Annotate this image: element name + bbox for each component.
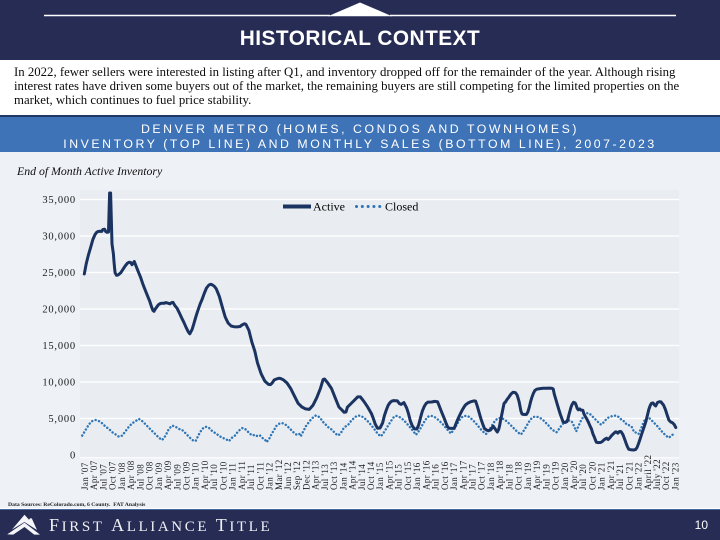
svg-text:Jul '10: Jul '10	[209, 464, 219, 490]
svg-text:Oct '09: Oct '09	[181, 461, 191, 490]
svg-text:Oct '11: Oct '11	[255, 462, 265, 490]
svg-text:Apr '20: Apr '20	[569, 460, 579, 490]
svg-text:Jan '22: Jan '22	[634, 462, 644, 490]
svg-text:Apr '19: Apr '19	[532, 460, 542, 490]
svg-text:Jul '11: Jul '11	[246, 464, 256, 490]
svg-text:Jul '19: Jul '19	[541, 464, 551, 490]
svg-text:Jul '08: Jul '08	[135, 464, 145, 490]
svg-text:0: 0	[70, 451, 76, 462]
svg-text:April '22: April '22	[643, 455, 653, 490]
svg-text:Dec '12: Dec '12	[301, 460, 311, 490]
svg-text:Jan '09: Jan '09	[154, 462, 164, 490]
svg-text:Oct '07: Oct '07	[108, 461, 118, 490]
svg-text:Closed: Closed	[385, 200, 418, 214]
svg-text:Apr '15: Apr '15	[384, 460, 394, 490]
svg-text:Jul '13: Jul '13	[320, 464, 330, 490]
svg-text:20,000: 20,000	[42, 305, 76, 316]
svg-text:Mar '12: Mar '12	[274, 459, 284, 490]
svg-text:Jul '15: Jul '15	[394, 464, 404, 490]
svg-text:Jan '21: Jan '21	[597, 462, 607, 490]
svg-text:Jul '07: Jul '07	[98, 464, 108, 490]
svg-text:July '22: July '22	[652, 459, 662, 490]
svg-text:Oct '16: Oct '16	[440, 461, 450, 490]
svg-text:Apr '18: Apr '18	[495, 460, 505, 490]
svg-text:Oct '19: Oct '19	[551, 461, 561, 490]
svg-text:Jan '23: Jan '23	[670, 462, 680, 490]
svg-text:Apr '10: Apr '10	[200, 460, 210, 490]
svg-text:Jan '11: Jan '11	[228, 463, 238, 490]
svg-text:Apr '16: Apr '16	[421, 460, 431, 490]
svg-text:Apr '07: Apr '07	[89, 460, 99, 490]
svg-text:Oct '18: Oct '18	[514, 461, 524, 490]
svg-text:Jan '08: Jan '08	[117, 462, 127, 490]
svg-text:Jan '18: Jan '18	[486, 462, 496, 490]
svg-text:Data Sources: ReColorado.com,: Data Sources: ReColorado.com, 6 County. …	[8, 502, 146, 508]
svg-text:Jan '12: Jan '12	[265, 462, 275, 490]
svg-text:Oct '13: Oct '13	[329, 461, 339, 490]
svg-text:15,000: 15,000	[42, 341, 76, 352]
svg-text:Jan '20: Jan '20	[560, 462, 570, 490]
svg-text:Oct '20: Oct '20	[587, 461, 597, 490]
svg-text:5,000: 5,000	[48, 414, 76, 425]
svg-text:Jan '14: Jan '14	[338, 462, 348, 490]
svg-text:Jun '12: Jun '12	[283, 462, 293, 490]
svg-text:10,000: 10,000	[42, 378, 76, 389]
svg-text:Apr '14: Apr '14	[348, 460, 358, 490]
svg-text:Jan '07: Jan '07	[80, 462, 90, 490]
svg-text:Jan '17: Jan '17	[449, 462, 459, 490]
svg-text:Apr '21: Apr '21	[606, 460, 616, 490]
svg-text:Apr '09: Apr '09	[163, 460, 173, 490]
svg-text:Jul '18: Jul '18	[504, 464, 514, 490]
svg-text:Apr '17: Apr '17	[458, 460, 468, 490]
svg-text:Oct '08: Oct '08	[145, 461, 155, 490]
svg-text:Jul '17: Jul '17	[467, 464, 477, 490]
svg-text:Jul '20: Jul '20	[578, 464, 588, 490]
svg-text:Jan '10: Jan '10	[191, 462, 201, 490]
svg-text:25,000: 25,000	[42, 268, 76, 279]
svg-text:35,000: 35,000	[42, 195, 76, 206]
svg-text:Oct '15: Oct '15	[403, 461, 413, 490]
svg-text:Oct '17: Oct '17	[477, 461, 487, 490]
svg-text:Oct '21: Oct '21	[624, 461, 634, 490]
svg-text:Oct '22: Oct '22	[661, 461, 671, 490]
svg-text:Oct '14: Oct '14	[366, 461, 376, 490]
svg-text:Active: Active	[313, 200, 345, 214]
svg-text:Apr '13: Apr '13	[311, 460, 321, 490]
svg-text:30,000: 30,000	[42, 232, 76, 243]
svg-text:Jul '16: Jul '16	[431, 464, 441, 490]
svg-text:Jan '19: Jan '19	[523, 462, 533, 490]
svg-text:Jan '16: Jan '16	[412, 462, 422, 490]
svg-text:Jul '09: Jul '09	[172, 464, 182, 490]
svg-text:Jan '15: Jan '15	[375, 462, 385, 490]
svg-text:End of Month Active Inventory: End of Month Active Inventory	[16, 164, 163, 178]
svg-text:Apr '11: Apr '11	[237, 461, 247, 490]
svg-text:Oct '10: Oct '10	[218, 461, 228, 490]
svg-text:Apr '08: Apr '08	[126, 460, 136, 490]
svg-text:Jul '21: Jul '21	[615, 464, 625, 490]
svg-text:Jul '14: Jul '14	[357, 464, 367, 490]
svg-text:Sep '12: Sep '12	[292, 461, 302, 490]
